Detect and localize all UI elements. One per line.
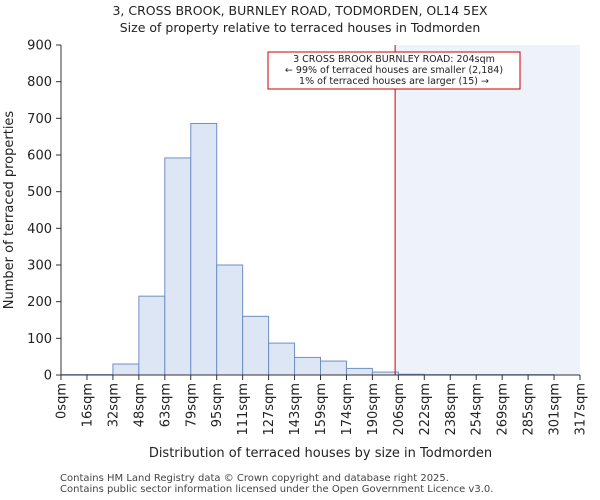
x-tick-label: 174sqm [340, 383, 355, 436]
chart-title: 3, CROSS BROOK, BURNLEY ROAD, TODMORDEN,… [112, 3, 488, 18]
x-tick-label: 95sqm [210, 383, 225, 427]
histogram-bar [268, 342, 296, 376]
x-axis-title: Distribution of terraced houses by size … [149, 446, 492, 461]
x-tick-label: 16sqm [80, 383, 95, 427]
histogram-bar [164, 157, 192, 376]
histogram-bar [242, 315, 270, 376]
x-tick-label: 317sqm [574, 383, 589, 436]
y-tick-label: 500 [27, 185, 52, 200]
histogram-bar [216, 264, 244, 376]
histogram-bar [138, 295, 166, 376]
x-tick-label: 111sqm [236, 383, 251, 436]
x-tick-label: 285sqm [522, 383, 537, 436]
x-tick-label: 159sqm [314, 383, 329, 436]
x-tick-label: 79sqm [184, 383, 199, 427]
annotation-line: 3 CROSS BROOK BURNLEY ROAD: 204sqm [293, 54, 495, 65]
x-tick-label: 222sqm [418, 383, 433, 436]
annotation-box [267, 51, 521, 90]
histogram-bar [345, 367, 373, 376]
y-tick-label: 200 [27, 295, 52, 310]
footer-licence: Contains public sector information licen… [60, 484, 494, 495]
histogram-bar [320, 360, 347, 376]
y-tick-label: 0 [44, 369, 52, 384]
x-tick-label: 0sqm [55, 383, 70, 419]
footer-copyright: Contains HM Land Registry data © Crown c… [60, 473, 449, 484]
x-tick-label: 238sqm [444, 383, 459, 436]
x-tick-label: 190sqm [366, 383, 381, 436]
x-tick-label: 301sqm [548, 383, 563, 436]
histogram-bar [112, 363, 140, 376]
y-tick-label: 900 [27, 39, 52, 54]
x-tick-label: 254sqm [470, 383, 485, 436]
y-tick-label: 800 [27, 75, 52, 90]
x-tick-label: 32sqm [106, 383, 121, 427]
x-tick-label: 48sqm [132, 383, 147, 427]
y-axis-title: Number of terraced properties [2, 111, 17, 310]
x-tick-label: 63sqm [158, 383, 173, 427]
y-tick-label: 100 [27, 332, 52, 347]
x-tick-label: 127sqm [262, 383, 277, 436]
annotation-line: ← 99% of terraced houses are smaller (2,… [285, 65, 503, 76]
y-tick-label: 600 [27, 149, 52, 164]
histogram-bar [190, 122, 218, 376]
y-tick-label: 300 [27, 259, 52, 274]
y-tick-label: 700 [27, 112, 52, 127]
histogram-bar [294, 356, 321, 376]
x-tick-label: 269sqm [496, 383, 511, 436]
y-tick-label: 400 [27, 222, 52, 237]
x-tick-label: 143sqm [288, 383, 303, 436]
annotation-line: 1% of terraced houses are larger (15) → [299, 76, 489, 87]
chart-subtitle: Size of property relative to terraced ho… [119, 20, 481, 35]
highlight-region [395, 45, 580, 375]
x-tick-label: 206sqm [392, 383, 407, 436]
